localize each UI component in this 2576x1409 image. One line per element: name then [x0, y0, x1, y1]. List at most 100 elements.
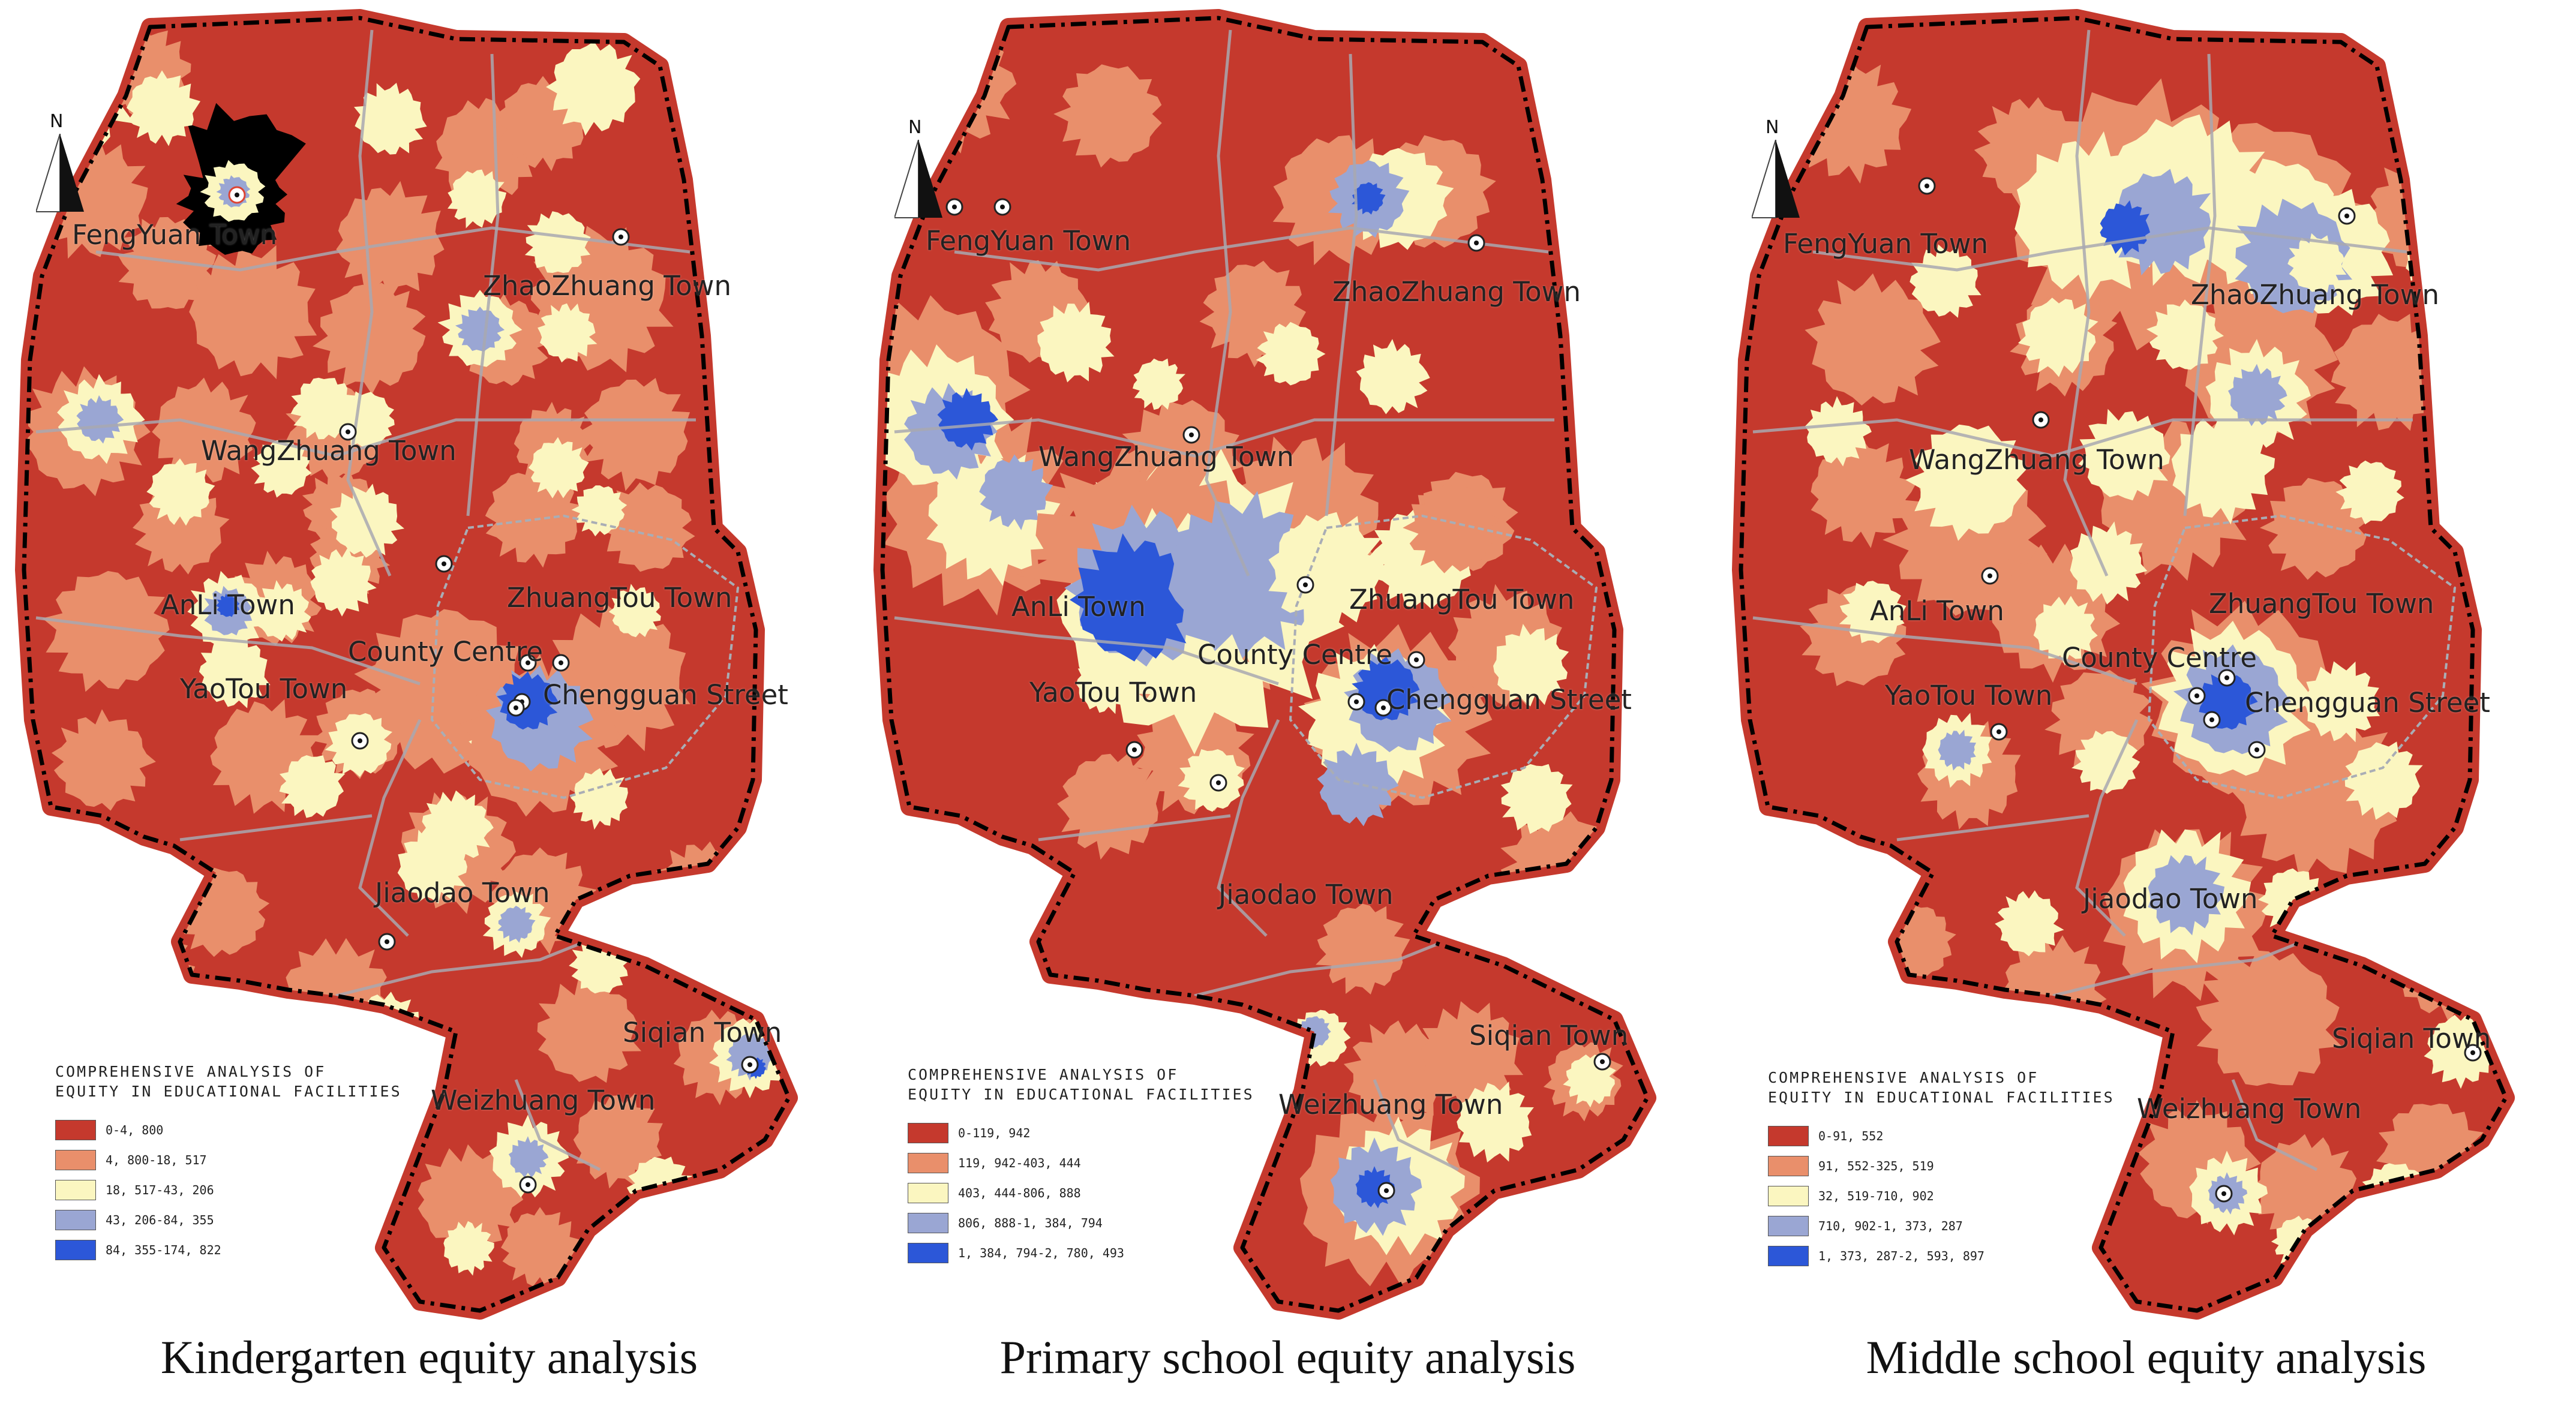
town-label-zhaozhuang: ZhaoZhuang Town [1332, 276, 1581, 308]
school-marker-center [526, 660, 530, 665]
boundary-line [466, 53, 500, 516]
boundary-line [2063, 29, 2109, 577]
town-label-yaotou: YaoTou Town [1885, 680, 2053, 711]
equity-zone-class-1 [1805, 273, 1941, 405]
town-label-zhaozhuang: ZhaoZhuang Town [483, 270, 731, 302]
equity-zone-class-2 [1076, 653, 1134, 714]
school-marker-center [2038, 417, 2043, 422]
legend-title-line-1: COMPREHENSIVE ANALYSIS OF [1768, 1069, 2039, 1086]
boundary-line [1325, 53, 1358, 516]
school-marker-center [385, 939, 389, 944]
school-marker-center [619, 235, 623, 239]
legend-item: 1, 373, 287-2, 593, 897 [1768, 1243, 2115, 1269]
school-marker-center [1987, 573, 1992, 578]
town-label-zhuangtou: ZhuangTou Town [507, 582, 732, 614]
town-label-weizhuang: Weizhuang Town [2137, 1093, 2362, 1125]
equity-zone-class-3 [508, 1136, 549, 1178]
county-boundary [880, 16, 1650, 1313]
boundary-line [346, 29, 392, 577]
town-label-jiaodao: Jiaodao Town [1218, 879, 1394, 911]
boundary-line [2052, 934, 2317, 998]
town-label-jiaodao: Jiaodao Town [2083, 883, 2258, 915]
town-label-fengyuan: FengYuan Town [926, 225, 1131, 257]
north-letter: N [1766, 117, 1779, 138]
town-label-county: County Centre [348, 636, 544, 668]
school-marker-center [1000, 205, 1005, 209]
equity-zone-class-2 [1910, 244, 1981, 318]
equity-zone-class-1 [537, 978, 642, 1083]
legend-item: 4, 800-18, 517 [55, 1147, 402, 1173]
town-label-jiaodao: Jiaodao Town [375, 877, 550, 909]
town-label-anli: AnLi Town [161, 589, 295, 621]
legend-swatch [55, 1150, 96, 1170]
equity-zone-class-2 [397, 830, 467, 904]
equity-zone-class-1 [1403, 484, 1500, 573]
county-map [1732, 9, 2515, 1320]
town-label-county: County Centre [1197, 639, 1393, 671]
school-marker-center [559, 660, 563, 665]
equity-zone-class-2 [251, 580, 311, 642]
boundary-line [954, 226, 1549, 272]
map-panel-primary-school: N FengYuan Town ZhaoZhuang Town WangZhua… [858, 0, 1717, 1409]
equity-zone-class-4 [1070, 533, 1197, 662]
equity-zone-class-2 [2017, 298, 2098, 377]
legend-item: 806, 888-1, 384, 794 [908, 1210, 1254, 1236]
legend-swatch [1768, 1216, 1809, 1236]
map-panel-middle-school: N FengYuan Town ZhaoZhuang Town WangZhua… [1717, 0, 2575, 1409]
county-boundary [22, 16, 791, 1313]
equity-zone-class-2 [2070, 521, 2148, 605]
legend-item: 43, 206-84, 355 [55, 1207, 402, 1233]
boundary-line [335, 934, 601, 998]
equity-zone-class-2 [199, 634, 271, 708]
legend-label: 1, 373, 287-2, 593, 897 [1818, 1249, 1984, 1263]
legend-title-line-2: EQUITY IN EDUCATIONAL FACILITIES [55, 1083, 402, 1100]
boundary-line [179, 814, 373, 842]
boundary-line [1038, 814, 1231, 842]
school-marker-center [514, 705, 518, 710]
county-map [15, 9, 798, 1320]
town-label-wangzhuang: WangZhuang Town [1038, 441, 1294, 473]
equity-zone-class-3 [1938, 729, 1977, 771]
legend-swatch [908, 1243, 948, 1263]
boundary-line [1896, 814, 2089, 842]
boundary-line [1373, 1079, 1460, 1171]
legend-label: 84, 355-174, 822 [106, 1243, 221, 1257]
equity-zone-class-2 [546, 41, 641, 136]
legend-item: 32, 519-710, 902 [1768, 1183, 2115, 1209]
map-caption: Primary school equity analysis [999, 1331, 1576, 1383]
legend-item: 710, 902-1, 373, 287 [1768, 1213, 2115, 1239]
town-label-anli: AnLi Town [1011, 591, 1146, 623]
equity-zone-class-2 [528, 437, 589, 498]
town-label-zhuangtou: ZhuangTou Town [1349, 584, 1575, 615]
boundary-line [2231, 1079, 2318, 1171]
town-label-siqian: Siqian Town [623, 1017, 782, 1049]
equity-zone-class-2 [146, 458, 215, 526]
school-marker-center [235, 193, 239, 197]
legend-item: 1, 384, 794-2, 780, 493 [908, 1240, 1254, 1266]
school-marker-center [1384, 1188, 1389, 1193]
north-letter: N [908, 117, 922, 138]
equity-zone-class-1 [118, 217, 218, 310]
equity-zone-class-1 [189, 243, 317, 380]
boundary-line [1217, 719, 1280, 937]
school-marker-center [2470, 1050, 2475, 1055]
legend-label: 1, 384, 794-2, 780, 493 [958, 1246, 1124, 1260]
equity-zone-class-4 [1352, 656, 1420, 720]
town-label-chengguan: Chengguan Street [1386, 684, 1632, 716]
equity-zone-class-2 [1905, 424, 2026, 541]
equity-zone-class-3 [497, 906, 536, 943]
school-marker-center [2221, 1191, 2226, 1196]
equity-zone-class-2 [2344, 741, 2423, 820]
equity-zone-class-1 [579, 378, 690, 491]
town-label-fengyuan: FengYuan Town [72, 219, 278, 251]
legend-label: 0-119, 942 [958, 1126, 1031, 1140]
equity-zone-class-2 [1457, 1081, 1534, 1162]
boundary-line [1752, 418, 2413, 458]
equity-zone-class-2 [2071, 731, 2140, 794]
equity-zone-class-2 [443, 1221, 494, 1276]
town-label-chengguan: Chengguan Street [2245, 687, 2490, 719]
equity-surface [1793, 58, 2506, 1269]
equity-zone-class-2 [1037, 301, 1115, 383]
legend-label: 32, 519-710, 902 [1818, 1189, 1934, 1203]
equity-zone-class-2 [126, 70, 201, 146]
